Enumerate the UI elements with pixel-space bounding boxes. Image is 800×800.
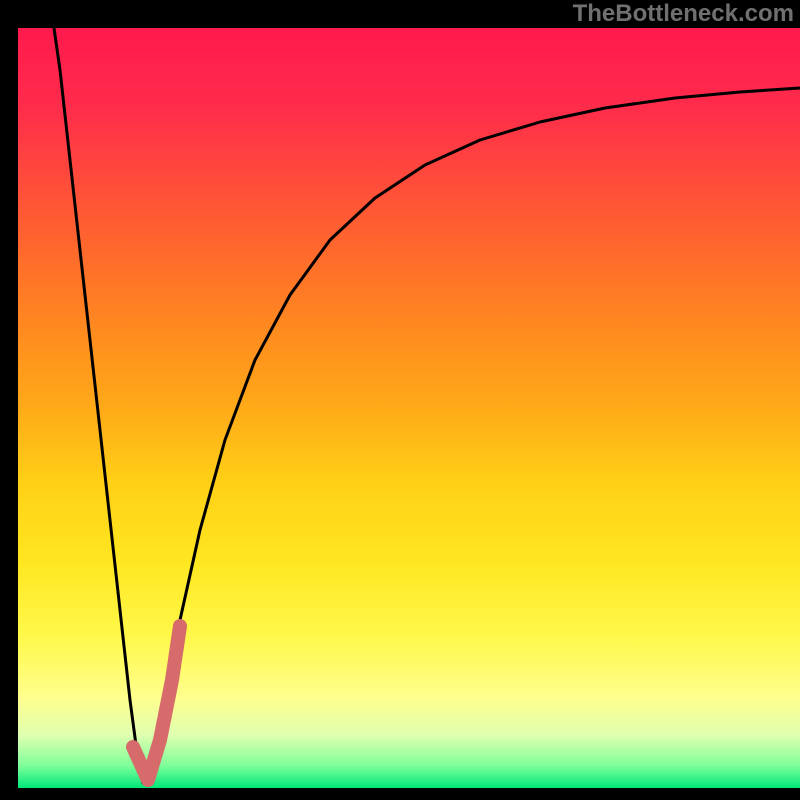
border-left (0, 0, 18, 800)
watermark-text: TheBottleneck.com (573, 0, 794, 28)
bottleneck-chart: TheBottleneck.com (0, 0, 800, 800)
chart-svg (0, 0, 800, 800)
border-bottom (0, 788, 800, 800)
plot-background (18, 28, 800, 788)
